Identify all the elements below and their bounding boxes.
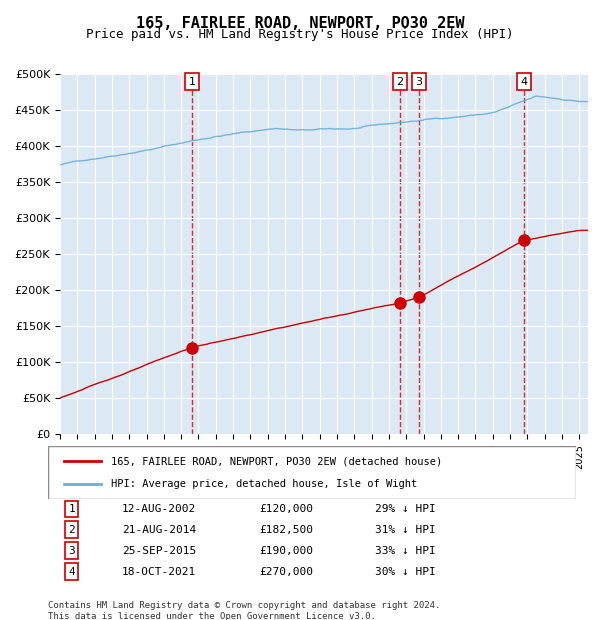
- Text: 12-AUG-2002: 12-AUG-2002: [122, 504, 196, 514]
- Text: Price paid vs. HM Land Registry's House Price Index (HPI): Price paid vs. HM Land Registry's House …: [86, 28, 514, 41]
- FancyBboxPatch shape: [48, 446, 576, 499]
- Text: £120,000: £120,000: [259, 504, 313, 514]
- Text: Contains HM Land Registry data © Crown copyright and database right 2024.
This d: Contains HM Land Registry data © Crown c…: [48, 601, 440, 620]
- Text: 30% ↓ HPI: 30% ↓ HPI: [376, 567, 436, 577]
- Text: 4: 4: [520, 77, 527, 87]
- Text: 31% ↓ HPI: 31% ↓ HPI: [376, 525, 436, 535]
- Text: 1: 1: [68, 504, 75, 514]
- Text: £182,500: £182,500: [259, 525, 313, 535]
- Text: 18-OCT-2021: 18-OCT-2021: [122, 567, 196, 577]
- Text: 4: 4: [68, 567, 75, 577]
- Text: 2: 2: [68, 525, 75, 535]
- Text: HPI: Average price, detached house, Isle of Wight: HPI: Average price, detached house, Isle…: [112, 479, 418, 489]
- Text: £190,000: £190,000: [259, 546, 313, 556]
- Text: 2: 2: [396, 77, 403, 87]
- Text: 21-AUG-2014: 21-AUG-2014: [122, 525, 196, 535]
- Text: 1: 1: [188, 77, 196, 87]
- Text: 165, FAIRLEE ROAD, NEWPORT, PO30 2EW (detached house): 165, FAIRLEE ROAD, NEWPORT, PO30 2EW (de…: [112, 456, 443, 466]
- Text: £270,000: £270,000: [259, 567, 313, 577]
- Text: 29% ↓ HPI: 29% ↓ HPI: [376, 504, 436, 514]
- Text: 25-SEP-2015: 25-SEP-2015: [122, 546, 196, 556]
- Text: 165, FAIRLEE ROAD, NEWPORT, PO30 2EW: 165, FAIRLEE ROAD, NEWPORT, PO30 2EW: [136, 16, 464, 30]
- Text: 3: 3: [68, 546, 75, 556]
- Text: 33% ↓ HPI: 33% ↓ HPI: [376, 546, 436, 556]
- Text: 3: 3: [415, 77, 422, 87]
